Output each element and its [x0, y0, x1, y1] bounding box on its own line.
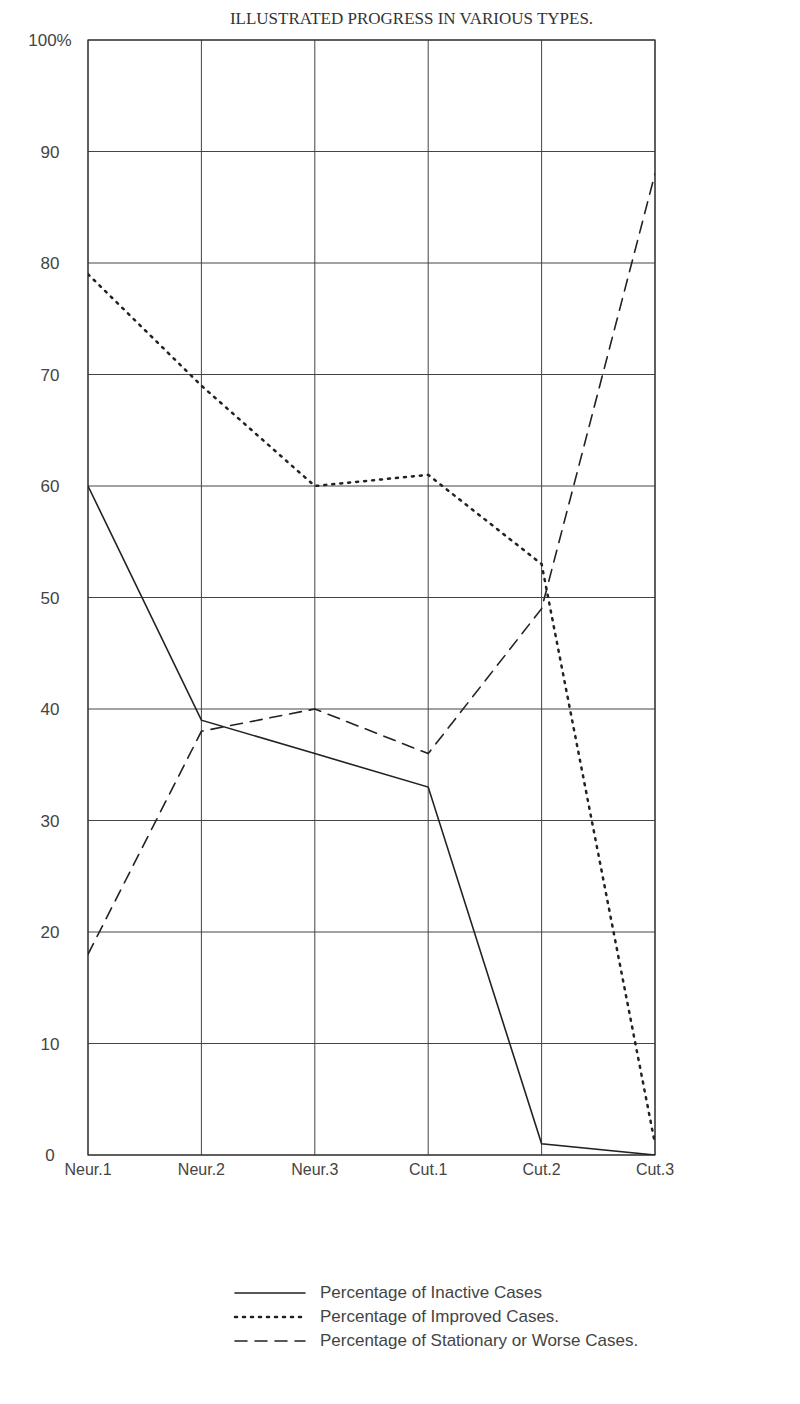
x-tick-label: Cut.3	[636, 1161, 674, 1178]
legend-swatch	[235, 1292, 305, 1294]
grid-line	[88, 486, 655, 487]
y-tick-label: 20	[41, 923, 60, 942]
y-tick-label: 50	[41, 589, 60, 608]
grid-line-vertical	[428, 40, 429, 1155]
y-tick-label: 100%	[28, 31, 71, 50]
grid-line	[88, 597, 655, 598]
grid-line	[88, 1043, 655, 1044]
y-tick-label: 80	[41, 254, 60, 273]
grid-line	[88, 820, 655, 821]
x-tick-label: Neur.3	[291, 1161, 338, 1178]
series-line	[88, 486, 655, 1155]
x-tick-label: Cut.2	[522, 1161, 560, 1178]
y-tick-label: 40	[41, 700, 60, 719]
grid-line	[88, 932, 655, 933]
grid-line	[88, 263, 655, 264]
legend-label: Percentage of Stationary or Worse Cases.	[320, 1331, 638, 1350]
x-tick-label: Neur.1	[64, 1161, 111, 1178]
grid-line	[88, 709, 655, 710]
legend-label: Percentage of Improved Cases.	[320, 1307, 559, 1326]
x-tick-label: Cut.1	[409, 1161, 447, 1178]
grid-line	[88, 151, 655, 152]
plot-frame	[88, 40, 655, 1155]
y-tick-label: 90	[41, 143, 60, 162]
legend-swatch	[235, 1316, 305, 1319]
x-tick-label: Neur.2	[178, 1161, 225, 1178]
y-tick-label: 0	[45, 1146, 54, 1165]
y-tick-label: 70	[41, 366, 60, 385]
title: ILLUSTRATED PROGRESS IN VARIOUS TYPES.	[230, 9, 593, 28]
y-tick-label: 10	[41, 1035, 60, 1054]
grid-line-vertical	[201, 40, 202, 1155]
grid-line-vertical	[314, 40, 315, 1155]
series-line	[88, 174, 655, 955]
legend-label: Percentage of Inactive Cases	[320, 1283, 542, 1302]
series-group	[88, 174, 655, 1155]
grid-line-vertical	[541, 40, 542, 1155]
legend-swatch	[235, 1340, 305, 1342]
grid-line	[88, 374, 655, 375]
series-line	[88, 274, 655, 1144]
y-tick-label: 30	[41, 812, 60, 831]
y-tick-label: 60	[41, 477, 60, 496]
chart: ILLUSTRATED PROGRESS IN VARIOUS TYPES. 0 1…	[0, 0, 800, 1404]
